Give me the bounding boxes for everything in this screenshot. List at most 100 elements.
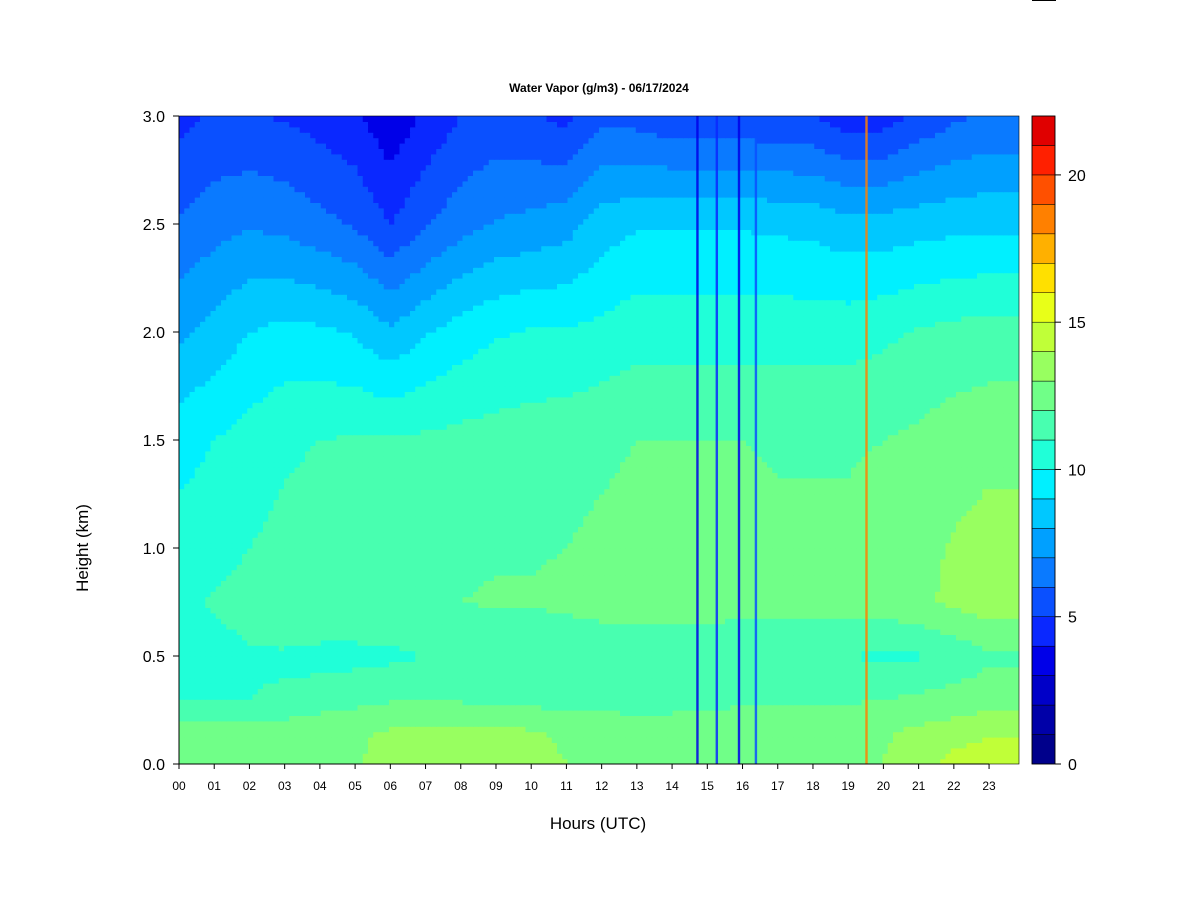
heatmap-cell	[263, 677, 269, 684]
heatmap-cell	[341, 710, 348, 716]
heatmap-cell	[651, 672, 658, 679]
heatmap-cell	[861, 677, 868, 684]
heatmap-cell	[336, 607, 343, 614]
heatmap-cell	[704, 666, 710, 673]
heatmap-cell	[299, 710, 306, 716]
heatmap-cell	[488, 715, 495, 722]
heatmap-cell	[719, 726, 726, 733]
heatmap-cell	[336, 645, 343, 652]
heatmap-cell	[709, 645, 716, 652]
heatmap-cell	[415, 634, 422, 641]
heatmap-cell	[782, 747, 789, 754]
heatmap-cell	[567, 645, 574, 652]
heatmap-cell	[725, 607, 731, 614]
heatmap-cell	[756, 704, 763, 711]
heatmap-cell	[987, 639, 994, 646]
heatmap-cell	[835, 607, 842, 614]
heatmap-cell	[530, 612, 537, 619]
heatmap-cell	[667, 688, 674, 695]
heatmap-cell	[641, 720, 647, 727]
heatmap-cell	[184, 639, 191, 646]
heatmap-cell	[362, 645, 369, 652]
heatmap-cell	[599, 618, 605, 625]
heatmap-cell	[546, 688, 553, 695]
heatmap-cell	[473, 677, 479, 684]
heatmap-cell	[231, 747, 238, 754]
heatmap-cell	[446, 661, 453, 668]
heatmap-cell	[772, 629, 779, 635]
heatmap-cell	[625, 753, 632, 760]
heatmap-cell	[914, 602, 920, 608]
heatmap-cell	[483, 726, 490, 733]
heatmap-cell	[236, 677, 243, 684]
heatmap-cell	[688, 639, 695, 646]
heatmap-cell	[572, 607, 579, 614]
heatmap-cell	[504, 612, 511, 619]
heatmap-cell	[877, 672, 884, 679]
heatmap-cell	[572, 645, 579, 652]
heatmap-cell	[662, 753, 668, 760]
heatmap-cell	[446, 758, 453, 764]
heatmap-cell	[226, 704, 233, 711]
heatmap-cell	[509, 737, 516, 743]
heatmap-cell	[845, 612, 852, 619]
heatmap-cell	[578, 661, 584, 668]
heatmap-cell	[352, 683, 359, 689]
heatmap-cell	[284, 618, 290, 625]
heatmap-cell	[179, 710, 185, 716]
heatmap-cell	[268, 639, 275, 646]
heatmap-cell	[882, 661, 889, 668]
heatmap-cell	[536, 715, 542, 722]
heatmap-cell	[777, 742, 784, 749]
heatmap-cell	[404, 650, 411, 657]
heatmap-cell	[840, 639, 847, 646]
heatmap-cell	[924, 753, 931, 760]
heatmap-cell	[893, 661, 899, 668]
heatmap-cell	[588, 623, 595, 630]
heatmap-cell	[740, 661, 747, 668]
heatmap-cell	[236, 612, 243, 619]
heatmap-cell	[877, 634, 884, 641]
heatmap-cell	[940, 661, 947, 668]
heatmap-cell	[1013, 639, 1019, 646]
heatmap-cell	[1003, 720, 1010, 727]
heatmap-cell	[746, 645, 752, 652]
heatmap-cell	[583, 688, 590, 695]
heatmap-cell	[389, 731, 395, 738]
heatmap-cell	[200, 656, 206, 662]
heatmap-cell	[719, 596, 726, 603]
heatmap-cell	[635, 726, 642, 733]
heatmap-cell	[793, 677, 800, 684]
heatmap-cell	[205, 753, 212, 760]
heatmap-cell	[215, 596, 222, 603]
heatmap-cell	[383, 629, 390, 635]
heatmap-cell	[919, 677, 926, 684]
heatmap-cell	[683, 731, 689, 738]
heatmap-cell	[478, 742, 485, 749]
heatmap-cell	[567, 720, 574, 727]
heatmap-cell	[1003, 677, 1010, 684]
heatmap-cell	[1013, 661, 1019, 668]
heatmap-cell	[415, 688, 422, 695]
heatmap-cell	[352, 656, 359, 662]
heatmap-cell	[410, 656, 416, 662]
heatmap-cell	[872, 758, 878, 764]
heatmap-cell	[866, 618, 873, 625]
heatmap-cell	[809, 656, 815, 662]
heatmap-cell	[677, 747, 684, 754]
heatmap-cell	[278, 683, 285, 689]
heatmap-cell	[992, 753, 999, 760]
heatmap-cell	[809, 607, 815, 614]
heatmap-cell	[924, 720, 931, 727]
heatmap-cell	[425, 639, 432, 646]
heatmap-cell	[483, 623, 490, 630]
heatmap-cell	[903, 715, 910, 722]
heatmap-cell	[189, 704, 196, 711]
heatmap-cell	[331, 623, 338, 630]
heatmap-cell	[368, 612, 374, 619]
heatmap-cell	[299, 634, 306, 641]
heatmap-cell	[368, 737, 374, 743]
heatmap-cell	[604, 715, 611, 722]
heatmap-cell	[793, 710, 800, 716]
heatmap-cell	[362, 710, 369, 716]
